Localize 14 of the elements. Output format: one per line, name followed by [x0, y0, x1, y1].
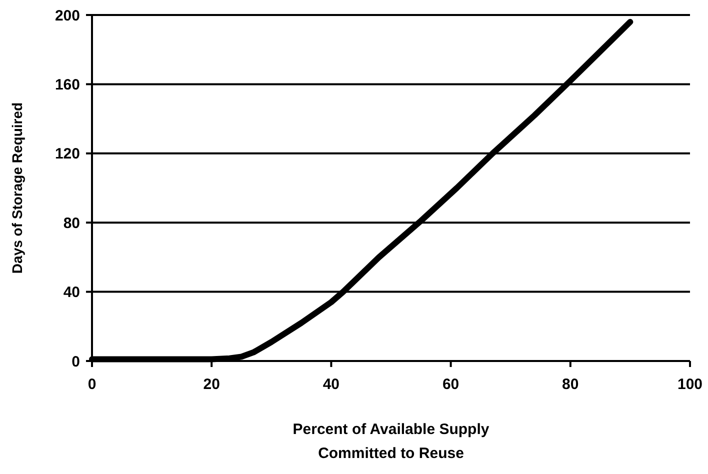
y-tick-label: 80: [63, 214, 80, 232]
x-tick-label: 0: [88, 376, 96, 393]
x-tick-label: 60: [442, 376, 460, 393]
y-axis-title: Days of Storage Required: [9, 102, 25, 274]
x-tick-label: 20: [203, 376, 220, 393]
x-tick-label: 40: [322, 376, 340, 393]
x-tick-label: 100: [677, 376, 703, 393]
y-tick-label: 120: [54, 146, 80, 163]
y-tick-label: 160: [54, 76, 80, 94]
x-tick-label: 80: [562, 376, 579, 393]
x-axis-title: Percent of Available Supply Committed to Reuse: [292, 421, 490, 462]
y-tick-label: 0: [72, 353, 80, 370]
y-tick-label: 40: [63, 284, 80, 302]
y-tick-label: 200: [54, 7, 80, 24]
